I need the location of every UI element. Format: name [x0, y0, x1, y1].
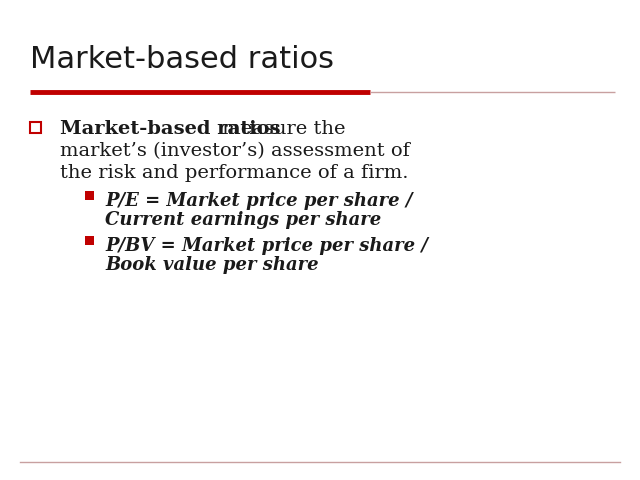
Bar	[30, 121, 41, 132]
Bar	[85, 191, 94, 200]
Text: P/BV = Market price per share /: P/BV = Market price per share /	[105, 237, 428, 255]
Text: Book value per share: Book value per share	[105, 256, 319, 274]
Text: Market-based ratios: Market-based ratios	[30, 45, 334, 74]
Text: Current earnings per share: Current earnings per share	[105, 211, 381, 229]
Bar	[85, 236, 94, 244]
Text: Market-based ratios: Market-based ratios	[60, 120, 280, 138]
Text: measure the: measure the	[216, 120, 346, 138]
Text: market’s (investor’s) assessment of: market’s (investor’s) assessment of	[60, 142, 410, 160]
Text: the risk and performance of a firm.: the risk and performance of a firm.	[60, 164, 408, 182]
Text: P/E = Market price per share /: P/E = Market price per share /	[105, 192, 413, 210]
